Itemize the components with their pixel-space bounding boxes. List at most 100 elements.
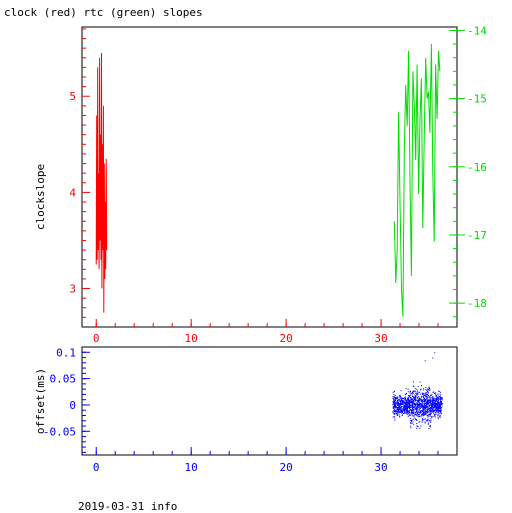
offset-point: [415, 392, 417, 394]
offset-point: [394, 399, 396, 401]
offset-point: [413, 407, 415, 409]
offset-point: [427, 418, 429, 420]
offset-point: [441, 398, 443, 400]
offset-point: [413, 400, 415, 401]
offset-point: [416, 427, 418, 429]
offset-point: [430, 415, 432, 417]
offset-point: [423, 393, 425, 395]
offset-point: [416, 405, 418, 407]
offset-point: [433, 406, 435, 408]
offset-point: [422, 409, 423, 411]
offset-point: [419, 420, 421, 422]
offset-point: [409, 395, 411, 397]
offset-point: [436, 401, 438, 403]
offset-point: [425, 389, 427, 391]
y2-tick-label: -17: [467, 229, 487, 242]
offset-point: [436, 411, 438, 413]
offset-point: [439, 417, 441, 419]
offset-point: [408, 395, 410, 396]
offset-point: [417, 390, 419, 392]
offset-point: [408, 401, 410, 403]
offset-point: [402, 412, 403, 413]
offset-point: [428, 399, 430, 401]
footer-date: 2019-03-31 info: [78, 500, 178, 513]
offset-point: [410, 422, 412, 424]
offset-point: [416, 411, 418, 413]
offset-point: [411, 412, 413, 414]
offset-point: [437, 402, 439, 404]
offset-point: [405, 403, 407, 405]
offset-point: [410, 407, 412, 408]
offset-point: [414, 417, 416, 419]
offset-point: [441, 399, 443, 401]
offset-point: [432, 410, 434, 412]
offset-point: [434, 402, 436, 403]
offset-point: [397, 404, 399, 406]
offset-point: [424, 360, 426, 362]
offset-point: [429, 396, 431, 398]
offset-point: [409, 402, 410, 404]
offset-point: [392, 411, 394, 412]
offset-point: [403, 398, 405, 400]
offset-point: [414, 404, 416, 406]
offset-point: [419, 403, 420, 405]
offset-point: [433, 391, 435, 393]
offset-point: [434, 416, 436, 418]
offset-point: [402, 402, 404, 404]
offset-point: [412, 415, 414, 417]
offset-point: [406, 401, 408, 403]
offset-point: [397, 412, 399, 414]
offset-point: [429, 414, 431, 416]
offset-point: [412, 421, 414, 423]
offset-point: [419, 405, 421, 407]
offset-point: [393, 405, 395, 407]
offset-point: [397, 397, 399, 399]
offset-point: [410, 411, 412, 413]
offset-point: [431, 408, 433, 410]
x-tick-label: 10: [185, 332, 198, 345]
offset-point: [416, 412, 418, 414]
offset-point: [440, 401, 442, 403]
offset-point: [437, 396, 439, 398]
offset-point: [434, 409, 436, 411]
offset-point: [401, 406, 403, 408]
offset-point: [394, 410, 396, 412]
offset-point: [424, 398, 425, 399]
offset-point: [435, 405, 437, 407]
offset-point: [411, 398, 413, 400]
offset-point: [423, 387, 425, 389]
offset-point: [400, 411, 402, 413]
offset-point: [395, 404, 397, 406]
offset-point: [392, 407, 394, 409]
offset-point: [412, 410, 414, 411]
offset-point: [427, 402, 429, 404]
offset-point: [404, 401, 406, 403]
offset-point: [426, 394, 428, 396]
offset-point: [404, 405, 406, 407]
offset-point: [438, 393, 440, 395]
offset-point: [409, 404, 411, 406]
offset-point: [426, 396, 428, 397]
offset-point: [422, 399, 424, 401]
offset-point: [410, 398, 412, 400]
offset-point: [424, 399, 426, 400]
offset-point: [422, 403, 424, 405]
offset-point: [398, 398, 400, 400]
offset-point: [413, 413, 415, 415]
offset-point: [421, 420, 423, 422]
offset-point: [408, 411, 410, 412]
offset-point: [417, 391, 419, 393]
offset-point: [414, 405, 416, 407]
offset-point: [430, 398, 432, 400]
offset-point: [399, 411, 400, 413]
offset-point: [440, 400, 442, 402]
offset-point: [409, 390, 411, 392]
y-tick-label: 5: [69, 90, 76, 103]
offset-point: [418, 414, 420, 416]
offset-point: [425, 405, 427, 406]
offset-point: [422, 410, 424, 412]
offset-point: [399, 409, 401, 411]
offset-point: [418, 400, 420, 402]
offset-point: [409, 409, 411, 411]
offset-point: [418, 401, 420, 403]
